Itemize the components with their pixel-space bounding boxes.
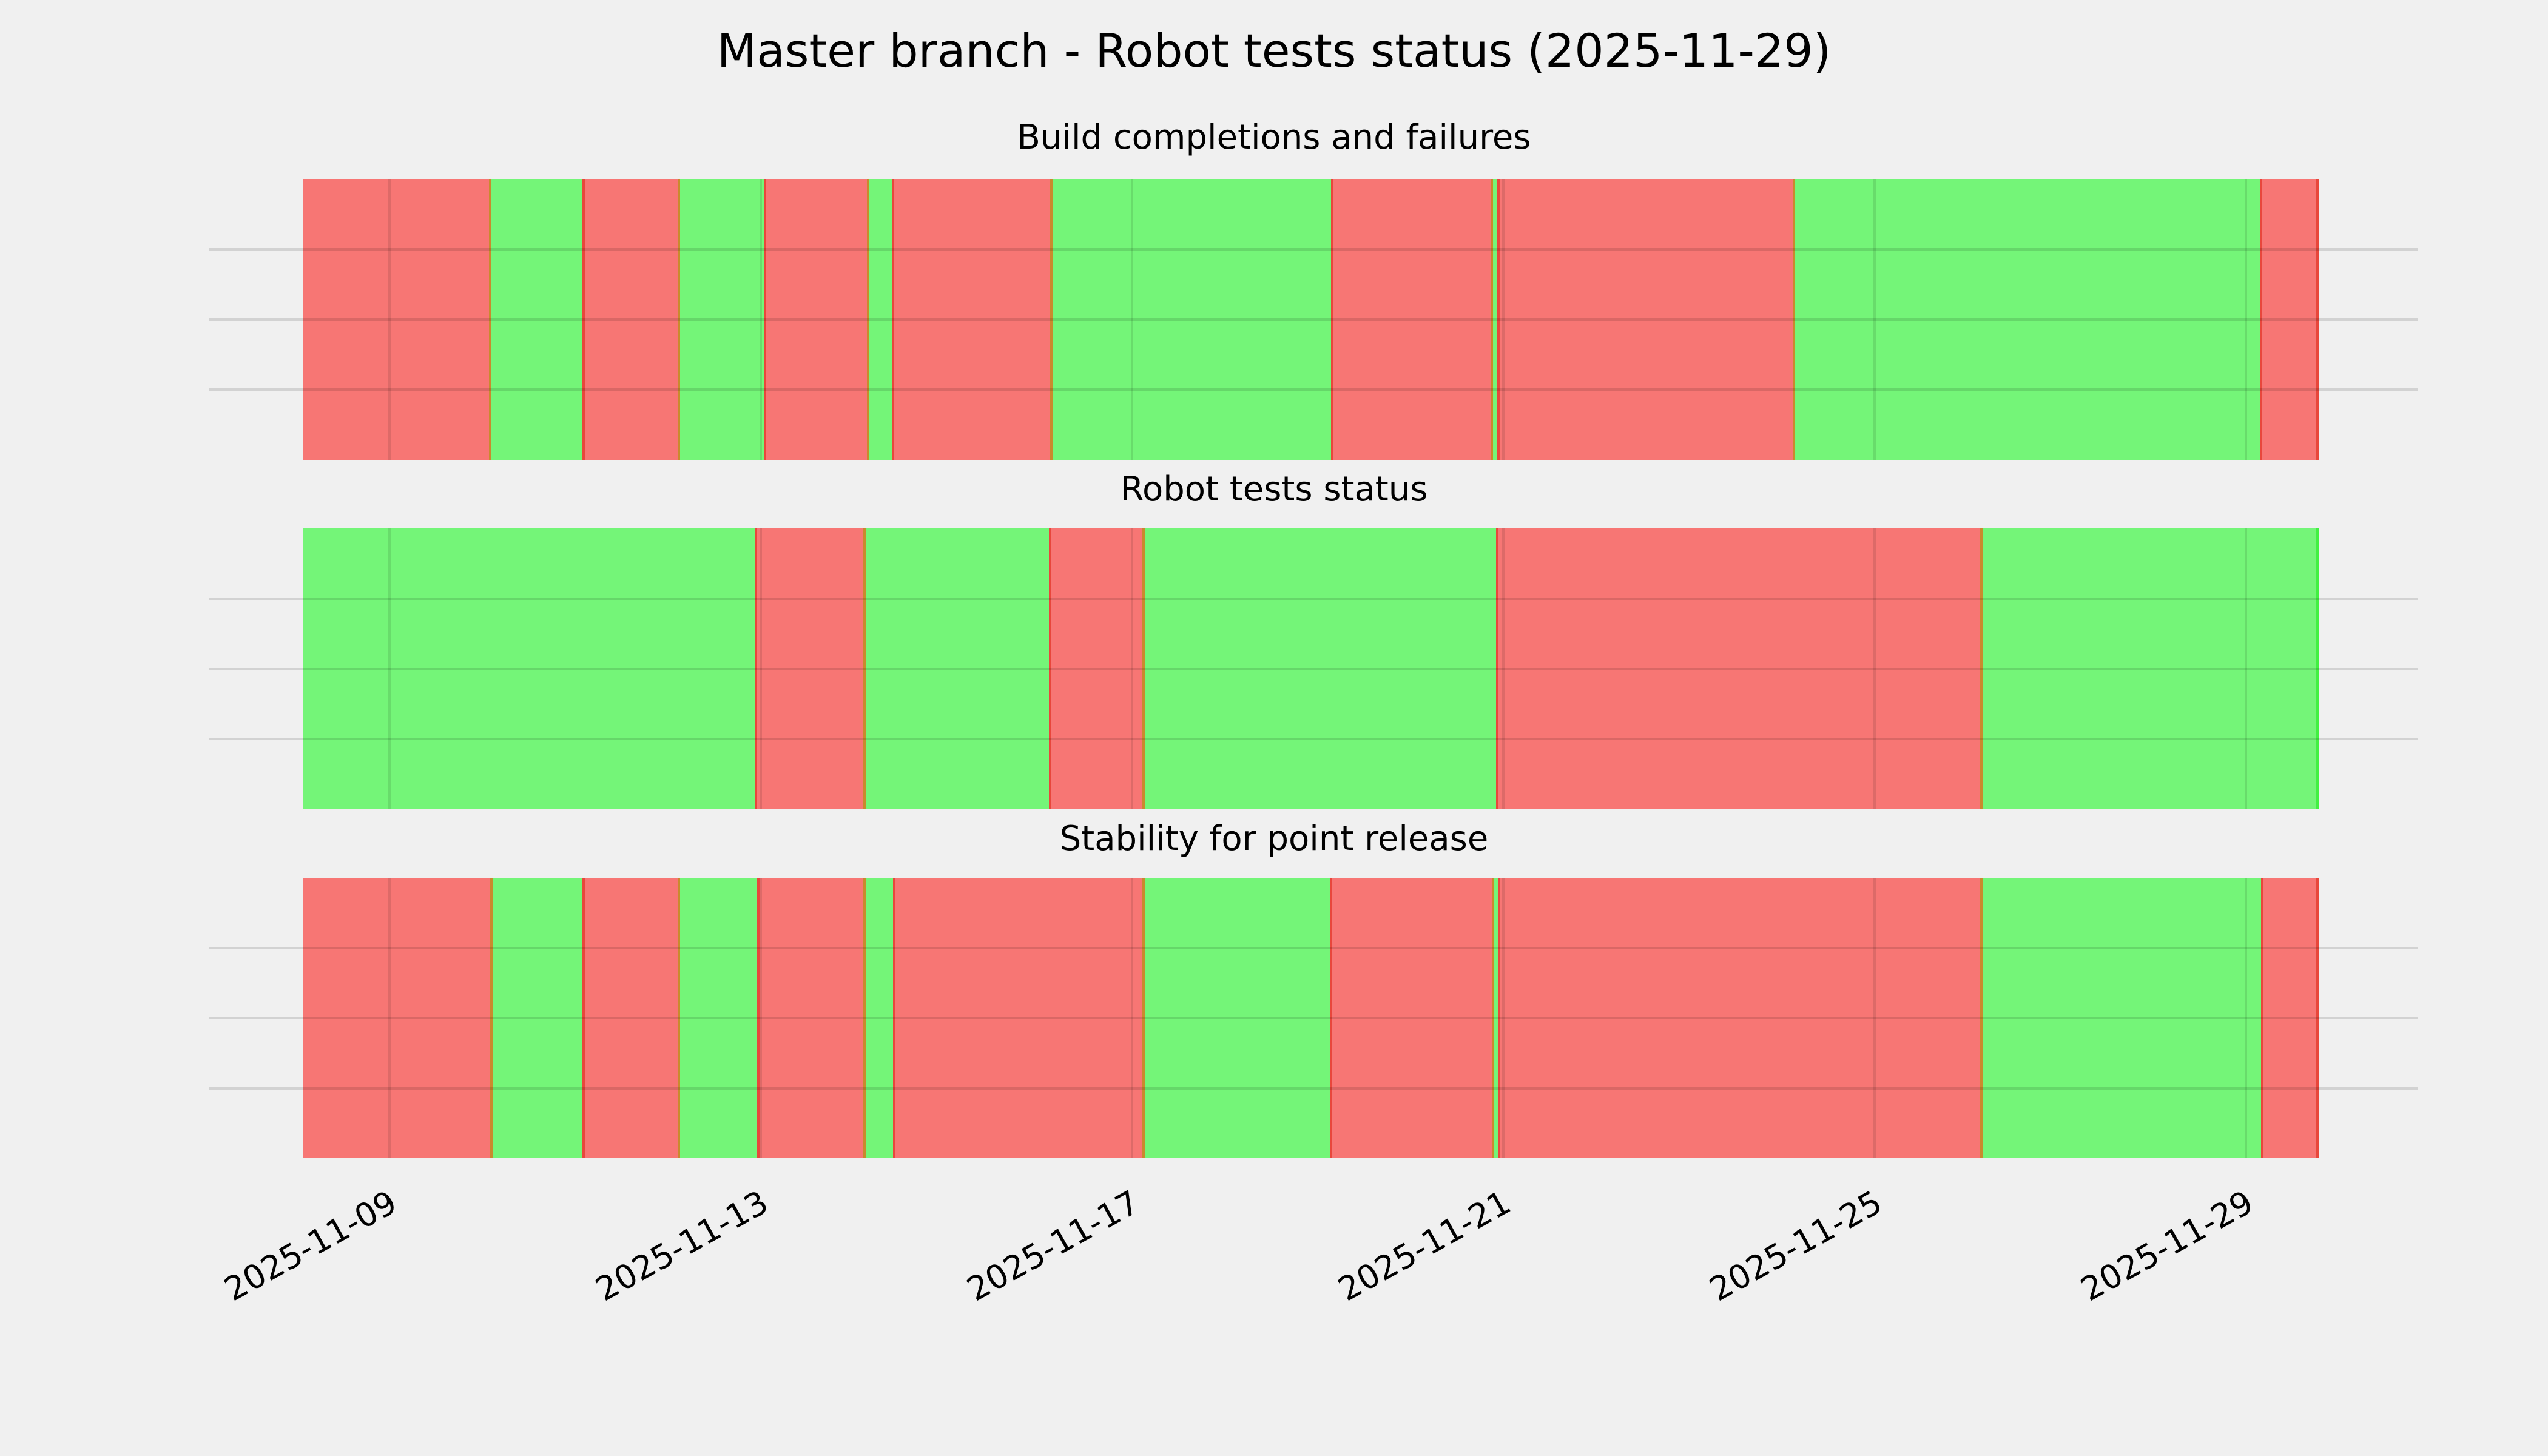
horizontal-gridline — [209, 667, 2418, 670]
x-axis-tick-label: 2025-11-17 — [960, 1183, 1146, 1309]
status-segment-pass — [1142, 528, 1496, 809]
status-segment-pass — [1142, 878, 1330, 1158]
status-segment-pass — [303, 528, 755, 809]
horizontal-gridline — [209, 597, 2418, 600]
status-segment-pass — [490, 878, 583, 1158]
status-segment-fail — [1329, 878, 1492, 1158]
plot-area-robot-tests — [209, 528, 2418, 809]
status-segment-pass — [677, 878, 758, 1158]
vertical-gridline — [759, 878, 762, 1158]
horizontal-gridline — [209, 1087, 2418, 1090]
status-segment-fail — [2260, 878, 2319, 1158]
status-segment-fail — [892, 179, 1051, 460]
vertical-gridline — [388, 878, 391, 1158]
status-segment-pass — [866, 179, 892, 460]
status-segment-fail — [755, 528, 863, 809]
horizontal-gridline — [209, 946, 2418, 949]
vertical-gridline — [1502, 528, 1505, 809]
subplot-title-robot-tests: Robot tests status — [1120, 470, 1428, 509]
status-segment-pass — [1980, 878, 2261, 1158]
status-segment-pass — [489, 179, 583, 460]
status-segment-pass — [1490, 179, 1497, 460]
vertical-gridline — [1873, 878, 1876, 1158]
status-segment-fail — [303, 179, 489, 460]
status-segment-pass — [1792, 179, 2260, 460]
vertical-gridline — [2245, 528, 2248, 809]
status-segment-fail — [2259, 179, 2319, 460]
vertical-gridline — [1131, 528, 1134, 809]
horizontal-gridline — [209, 738, 2418, 741]
vertical-gridline — [2245, 179, 2248, 460]
status-segment-pass — [677, 179, 764, 460]
horizontal-gridline — [209, 1017, 2418, 1019]
horizontal-gridline — [209, 248, 2418, 251]
figure-title: Master branch - Robot tests status (2025… — [716, 24, 1832, 78]
status-segment-pass — [1980, 528, 2319, 809]
status-segment-fail — [303, 878, 490, 1158]
status-segment-fail — [582, 179, 678, 460]
plot-area-build-completions — [209, 179, 2418, 460]
vertical-gridline — [1873, 528, 1876, 809]
status-segment-fail — [1048, 528, 1142, 809]
status-segment-fail — [764, 179, 867, 460]
vertical-gridline — [388, 528, 391, 809]
status-segment-pass — [1050, 179, 1331, 460]
x-axis-tick-label: 2025-11-13 — [589, 1183, 775, 1309]
vertical-gridline — [1502, 878, 1505, 1158]
subplot-title-build-completions: Build completions and failures — [1017, 118, 1531, 157]
vertical-gridline — [759, 179, 762, 460]
vertical-gridline — [1131, 878, 1134, 1158]
status-segment-pass — [1491, 878, 1498, 1158]
x-axis-tick-label: 2025-11-29 — [2074, 1183, 2260, 1309]
x-axis-tick-label: 2025-11-21 — [1332, 1183, 1517, 1309]
status-segment-fail — [1330, 179, 1491, 460]
x-axis-tick-label: 2025-11-09 — [218, 1183, 403, 1309]
status-bar-stability — [303, 878, 2319, 1158]
status-segment-pass — [863, 878, 893, 1158]
plot-area-stability — [209, 878, 2418, 1158]
status-segment-fail — [1495, 528, 1980, 809]
status-segment-fail — [1497, 878, 1980, 1158]
subplot-title-stability: Stability for point release — [1059, 819, 1489, 858]
vertical-gridline — [759, 528, 762, 809]
horizontal-gridline — [209, 388, 2418, 391]
status-segment-fail — [582, 878, 678, 1158]
status-bar-build-completions — [303, 179, 2319, 460]
vertical-gridline — [1873, 179, 1876, 460]
vertical-gridline — [1131, 179, 1134, 460]
vertical-gridline — [1502, 179, 1505, 460]
status-segment-fail — [892, 878, 1142, 1158]
status-segment-fail — [757, 878, 863, 1158]
vertical-gridline — [388, 179, 391, 460]
status-bar-robot-tests — [303, 528, 2319, 809]
x-axis-tick-label: 2025-11-25 — [1703, 1183, 1889, 1309]
vertical-gridline — [2245, 878, 2248, 1158]
horizontal-gridline — [209, 318, 2418, 321]
status-segment-pass — [863, 528, 1049, 809]
status-segment-fail — [1497, 179, 1793, 460]
